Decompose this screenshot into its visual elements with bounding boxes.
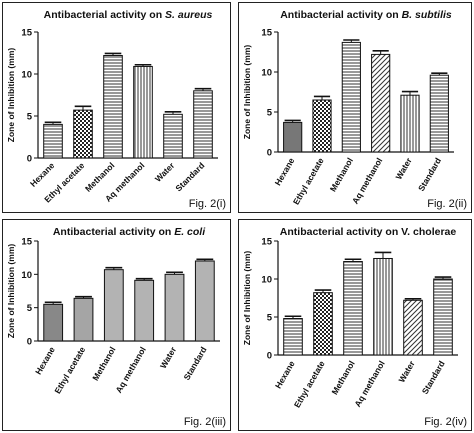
bar-hexane [283,121,303,153]
chart-panel-e-coli: Antibacterial activity on E. coli 0 5 10 15 Z… [2,219,231,431]
figure-label: Fig. 2(iii) [184,416,226,428]
bar-water [163,113,183,159]
y-tick-label: 0 [267,148,272,159]
chart-panel-b-subtilis: Antibacterial activity on B. subtilis 0 5 1… [238,2,472,213]
bar-water [403,299,423,356]
y-tick-label: 5 [27,112,33,123]
figure-label: Fig. 2(ii) [427,198,467,210]
y-tick-label: 0 [27,154,32,165]
chart-title-text: Antibacterial activity on [44,9,165,21]
chart-title-text: Antibacterial activity on [280,9,401,21]
chart-title: Antibacterial activity on B. subtilis [280,9,452,21]
y-tick-label: 0 [267,351,272,362]
y-tick-label: 5 [267,313,273,324]
figure-label: Fig. 2(iv) [424,416,467,428]
y-tick-label: 15 [21,28,32,39]
y-tick-label: 0 [27,337,32,348]
chart-title: Antibacterial activity on E. coli [53,226,206,238]
bar-hexane [43,123,63,159]
y-tick-label: 10 [21,70,32,81]
chart-title-text: Antibacterial activity on [53,226,174,238]
y-axis-label: Zone of Inhibition (mm) [242,45,252,140]
bar-methanol [343,261,363,356]
bar-ethyl-acetate [73,297,94,342]
bar-standard [193,90,213,159]
y-tick-label: 5 [27,303,33,314]
bar-aq-methanol [371,53,391,153]
y-axis-label: Zone of Inhibition (mm) [242,251,252,346]
figure-label: Fig. 2(i) [189,198,226,210]
bar-methanol [103,269,124,342]
y-tick-label: 10 [261,68,272,79]
chart-title-text: Antibacterial activity on V. cholerae [280,226,457,238]
bar-ethyl-acetate [73,109,93,159]
y-tick-label: 10 [261,275,272,286]
bar-water [400,94,420,153]
y-tick-label: 15 [261,237,272,248]
y-axis-label: Zone of Inhibition (mm) [6,244,16,339]
chart-title-organism: E. coli [174,226,206,238]
chart-title-organism: B. subtilis [402,9,452,21]
bar-standard [429,74,449,153]
bar-methanol [341,41,361,153]
bar-aq-methanol [373,257,393,356]
bar-methanol [103,55,123,159]
y-tick-label: 5 [267,108,273,119]
y-axis-label: Zone of Inhibition (mm) [6,48,16,143]
chart-title: Antibacterial activity on S. aureus [44,9,213,21]
bar-hexane [283,318,303,356]
bar-aq-methanol [133,65,153,159]
bar-ethyl-acetate [313,292,333,356]
y-tick-label: 10 [21,270,32,281]
chart-panel-s-aureus: Antibacterial activity on S. aureus 0 5 10 1… [2,2,231,213]
bar-hexane [43,303,64,342]
chart-panel-v-cholerae: Antibacterial activity on V. cholerae 0 5 1… [238,219,472,431]
bar-ethyl-acetate [312,99,332,153]
bar-standard [194,260,215,342]
bar-water [164,273,185,342]
bar-aq-methanol [134,279,155,342]
bar-standard [433,278,453,356]
chart-title-organism: S. aureus [165,9,212,21]
y-tick-label: 15 [21,237,32,248]
chart-title: Antibacterial activity on V. cholerae [280,226,457,238]
y-tick-label: 15 [261,28,272,39]
